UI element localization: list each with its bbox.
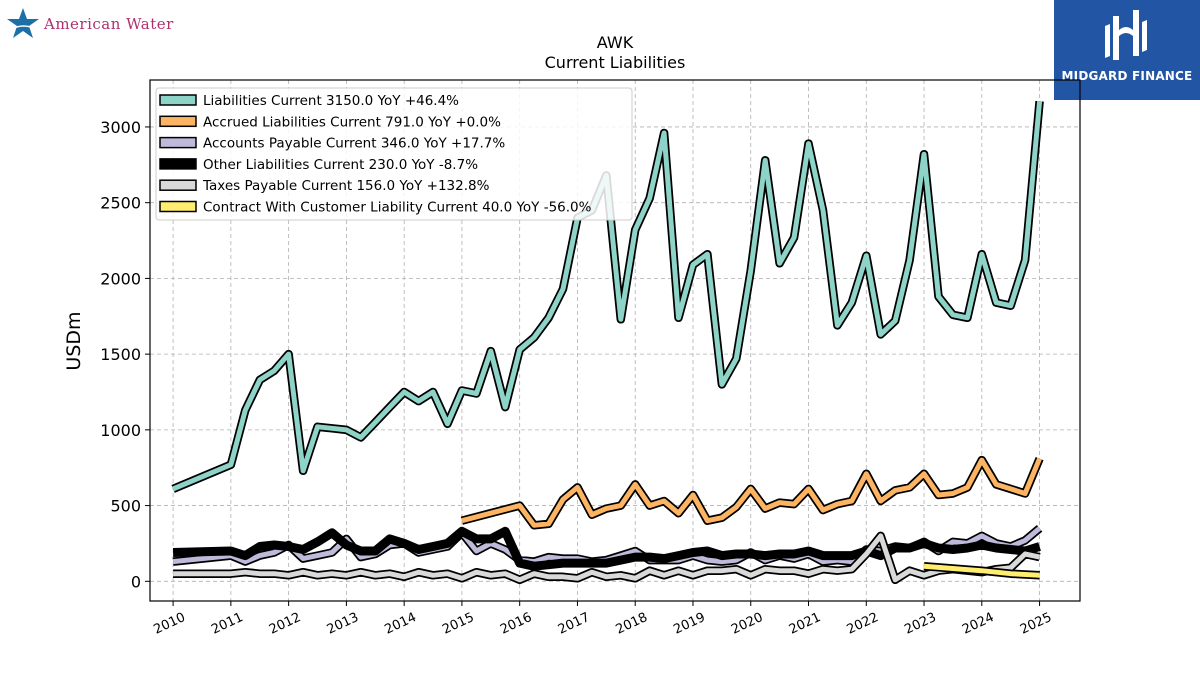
legend-swatch xyxy=(159,115,197,128)
legend-item: Liabilities Current 3150.0 YoY +46.4% xyxy=(159,93,459,109)
legend-box xyxy=(155,87,633,221)
x-tick-label: 2017 xyxy=(556,610,592,638)
y-tick-label: 3000 xyxy=(100,118,141,137)
y-tick-label: 2500 xyxy=(100,194,141,213)
y-tick-label: 0 xyxy=(131,572,141,591)
legend: Liabilities Current 3150.0 YoY +46.4% Acc… xyxy=(155,87,633,221)
x-tick-label: 2010 xyxy=(151,610,187,638)
x-tick-label: 2025 xyxy=(1018,610,1054,638)
legend-label: Taxes Payable Current 156.0 YoY +132.8% xyxy=(202,178,490,194)
x-tick-label: 2022 xyxy=(845,610,881,638)
chart-title: AWK xyxy=(597,33,634,52)
x-tick-label: 2016 xyxy=(498,610,534,638)
x-tick-label: 2021 xyxy=(787,610,823,638)
y-tick-label: 1000 xyxy=(100,421,141,440)
legend-swatch xyxy=(159,200,197,213)
x-tick-label: 2012 xyxy=(267,610,303,638)
legend-item: Accrued Liabilities Current 791.0 YoY +0… xyxy=(159,114,501,130)
x-tick-label: 2020 xyxy=(729,610,765,638)
series-line-2 xyxy=(460,455,1044,530)
legend-swatch xyxy=(159,158,197,170)
series-lines xyxy=(171,100,1044,585)
legend-item: Taxes Payable Current 156.0 YoY +132.8% xyxy=(159,178,490,194)
series-path xyxy=(173,533,1041,583)
legend-swatch xyxy=(159,179,197,191)
y-axis-ticks: 0 500 1000 1500 2000 2500 3000 xyxy=(100,118,150,591)
x-tick-label: 2013 xyxy=(325,610,361,638)
y-axis-label: USDm xyxy=(63,311,85,370)
series-path xyxy=(172,100,1043,492)
plot-frame xyxy=(149,79,1081,602)
x-tick-label: 2018 xyxy=(614,610,650,638)
y-tick-label: 2000 xyxy=(100,269,141,288)
series-line-5 xyxy=(173,531,1041,585)
legend-item: Contract With Customer Liability Current… xyxy=(159,200,592,216)
legend-label: Accounts Payable Current 346.0 YoY +17.7… xyxy=(203,136,505,152)
series-line-4 xyxy=(172,526,1041,571)
legend-item: Other Liabilities Current 230.0 YoY -8.7… xyxy=(159,157,478,173)
series-path xyxy=(172,526,1041,571)
legend-label: Liabilities Current 3150.0 YoY +46.4% xyxy=(203,93,459,109)
series-line-1 xyxy=(171,100,1044,493)
y-tick-label: 500 xyxy=(110,497,141,516)
x-tick-label: 2011 xyxy=(209,610,245,638)
legend-label: Other Liabilities Current 230.0 YoY -8.7… xyxy=(203,157,478,173)
series-line-6 xyxy=(923,561,1040,580)
series-path xyxy=(923,563,1040,578)
x-tick-label: 2015 xyxy=(440,610,476,638)
x-tick-label: 2023 xyxy=(902,610,938,638)
legend-item: Accounts Payable Current 346.0 YoY +17.7… xyxy=(159,136,505,152)
y-tick-label: 1500 xyxy=(100,345,141,364)
series-path xyxy=(461,457,1042,528)
midgard-finance-logo: MIDGARD FINANCE xyxy=(1054,0,1200,100)
american-water-name: American Water xyxy=(44,15,174,33)
midgard-finance-name: MIDGARD FINANCE xyxy=(1061,69,1193,83)
legend-label: Contract With Customer Liability Current… xyxy=(203,200,592,216)
legend-label: Accrued Liabilities Current 791.0 YoY +0… xyxy=(203,114,501,130)
midgard-logo-icon xyxy=(1105,10,1147,60)
chart-subtitle: Current Liabilities xyxy=(545,53,686,72)
x-axis-ticks: 2010 2011 2012 2013 2014 2015 2016 2017 2018 2019… xyxy=(151,601,1054,638)
star-icon xyxy=(7,8,39,38)
legend-swatch xyxy=(159,136,197,149)
x-tick-label: 2014 xyxy=(383,610,419,638)
legend-swatch xyxy=(159,94,197,106)
x-tick-label: 2024 xyxy=(960,610,996,638)
x-tick-label: 2019 xyxy=(671,610,707,638)
american-water-brand: American Water xyxy=(6,4,174,44)
